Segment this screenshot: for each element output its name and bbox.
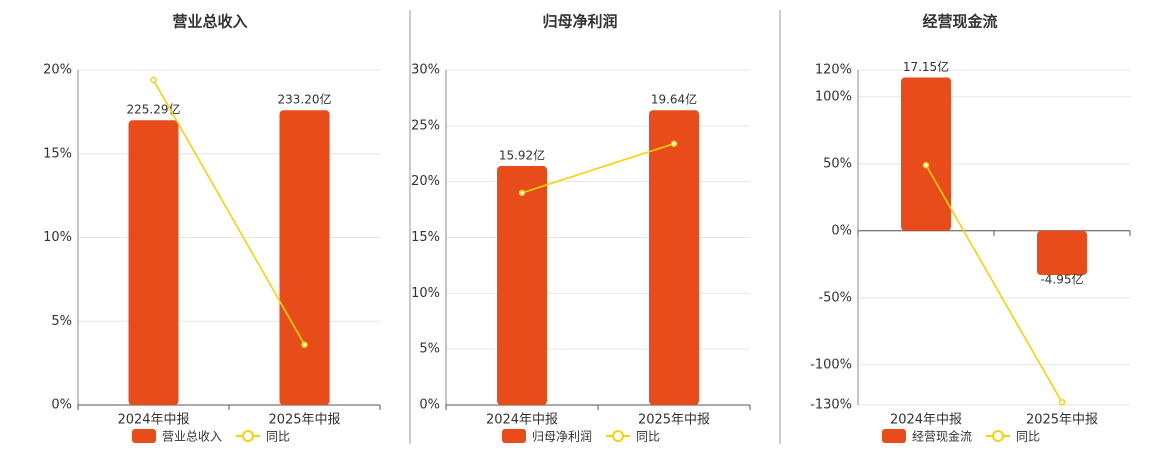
y-tick-label: 10%	[411, 286, 440, 301]
point	[150, 76, 157, 84]
y-tick-label: -130%	[810, 398, 852, 413]
chart-title: 归母净利润	[542, 13, 617, 31]
data-label: 17.15亿	[903, 59, 949, 74]
y-tick-label: 15%	[411, 230, 440, 245]
line	[925, 164, 1063, 403]
data-label: 19.64亿	[651, 92, 697, 107]
x-tick-label: 2024年中报	[117, 413, 189, 428]
y-tick-label: -100%	[810, 357, 852, 372]
y-tick-label: 10%	[43, 230, 72, 245]
y-tick-label: 5%	[51, 314, 72, 329]
bar	[901, 77, 951, 231]
line	[152, 79, 306, 346]
bar	[497, 166, 547, 405]
y-tick-label: 30%	[411, 63, 440, 78]
data-label: -4.95亿	[1040, 272, 1083, 287]
y-tick-label: 50%	[823, 156, 852, 171]
legend-label: 同比	[266, 430, 290, 444]
y-tick-label: 20%	[411, 174, 440, 189]
bar	[128, 120, 179, 405]
point	[518, 189, 526, 197]
x-tick-label: 2025年中报	[638, 413, 710, 428]
y-tick-label: 0%	[419, 398, 440, 413]
bar	[1037, 230, 1087, 276]
y-tick-label: 0%	[831, 223, 852, 238]
legend-label: 同比	[1016, 430, 1040, 444]
point	[1058, 399, 1066, 406]
chart-title: 营业总收入	[172, 13, 247, 31]
legend-swatch	[992, 430, 1005, 442]
y-tick-label: -50%	[818, 290, 852, 305]
x-tick-label: 2024年中报	[890, 413, 962, 428]
line	[521, 142, 675, 194]
chart-title: 经营现金流	[922, 13, 997, 31]
legend-swatch	[612, 430, 625, 442]
legend-swatch	[502, 429, 526, 443]
legend-swatch	[242, 430, 255, 442]
y-tick-label: 20%	[43, 63, 72, 78]
y-tick-label: 25%	[411, 118, 440, 133]
point	[670, 140, 678, 147]
legend-label: 同比	[636, 430, 660, 444]
y-tick-label: 15%	[43, 146, 72, 161]
x-tick-label: 2025年中报	[268, 413, 340, 428]
y-tick-label: 0%	[51, 398, 72, 413]
point	[301, 341, 308, 348]
data-label: 233.20亿	[278, 92, 332, 107]
legend-label: 归母净利润	[532, 430, 592, 444]
data-label: 15.92亿	[499, 148, 545, 163]
x-tick-label: 2025年中报	[1026, 413, 1098, 428]
legend-swatch	[882, 429, 906, 443]
x-tick-label: 2024年中报	[486, 413, 558, 428]
bar	[279, 110, 330, 405]
y-tick-label: 120%	[815, 63, 852, 78]
legend-label: 经营现金流	[912, 429, 972, 444]
y-tick-label: 100%	[815, 89, 852, 104]
y-tick-label: 5%	[419, 342, 440, 357]
point	[922, 161, 930, 169]
legend-label: 营业总收入	[162, 430, 222, 444]
bar	[649, 110, 699, 405]
legend-swatch	[132, 429, 156, 443]
data-label: 225.29亿	[127, 102, 181, 117]
